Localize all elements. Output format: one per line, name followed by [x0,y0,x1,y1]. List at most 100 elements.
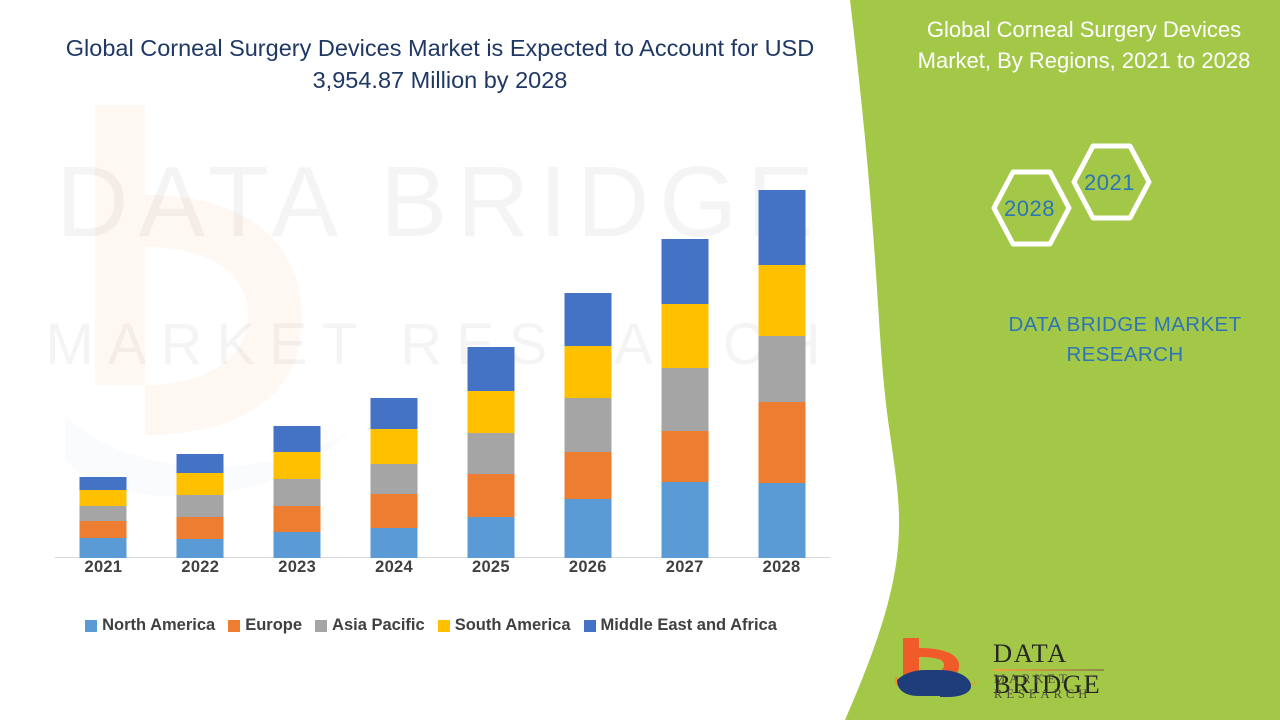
legend-swatch [437,619,450,632]
bar-segment[interactable] [564,398,612,452]
brand-line-1: DATA BRIDGE MARKET [1008,313,1242,336]
bar-group-2022: 2022 [152,150,249,576]
bar-segment[interactable] [79,477,127,490]
bar-segment[interactable] [370,429,418,464]
legend-label: North America [102,616,216,634]
bar-segment[interactable] [758,483,806,558]
x-axis-label-2024: 2024 [375,558,414,576]
x-axis-label-2026: 2026 [568,558,607,576]
chart-panel: DATA BRIDGE MARKET RESEARCH Global Corne… [0,35,862,635]
bar-segment[interactable] [370,398,418,429]
bar-segment[interactable] [661,304,709,368]
bar-group-2024: 2024 [346,150,443,576]
legend-label: South America [454,616,571,634]
stacked-bar[interactable] [79,477,127,558]
chart-title: Global Corneal Surgery Devices Market is… [65,35,815,94]
stacked-bar[interactable] [370,398,418,558]
bar-segment[interactable] [273,426,321,452]
legend-item[interactable]: South America [437,616,571,635]
legend-swatch [315,619,328,632]
bar-segment[interactable] [564,346,612,398]
bar-segment[interactable] [564,452,612,499]
bar-segment[interactable] [564,293,612,346]
x-axis-line [55,557,830,558]
bar-segment[interactable] [370,494,418,528]
bar-segment[interactable] [758,402,806,483]
bar-group-2026: 2026 [539,150,636,576]
stacked-bar[interactable] [564,293,612,558]
bar-segment[interactable] [79,490,127,506]
bar-segment[interactable] [661,239,709,304]
bar-group-2023: 2023 [249,150,346,576]
bar-segment[interactable] [176,495,224,517]
stacked-bar[interactable] [273,426,321,558]
stacked-bar[interactable] [661,239,709,558]
bar-segment[interactable] [273,452,321,479]
x-axis-label-2021: 2021 [84,558,123,576]
legend-item[interactable]: Asia Pacific [315,616,425,635]
bar-group-2025: 2025 [443,150,540,576]
bar-segment[interactable] [176,454,224,473]
x-axis-label-2025: 2025 [471,558,510,576]
x-axis-label-2027: 2027 [665,558,704,576]
bar-segment[interactable] [370,464,418,494]
stacked-bar[interactable] [758,190,806,558]
hexagon-2021-label: 2021 [1084,170,1135,195]
bar-segment[interactable] [176,473,224,495]
logo-sub-text: MARKET RESEARCH [994,672,1092,701]
bar-segment[interactable] [467,474,515,517]
hexagon-2021-shape [1071,143,1152,221]
bar-segment[interactable] [176,517,224,539]
green-panel-title: Global Corneal Surgery Devices Market, B… [917,17,1251,74]
legend-swatch [583,619,596,632]
hexagon-2028-label: 2028 [1004,196,1055,221]
logo-main-text: DATA BRIDGE [993,638,1102,699]
hexagon-2028-shape [991,169,1072,247]
plot-area: 2021 2022 2023 2024 2025 2026 2027 2028 [55,150,830,576]
logo-blue-bowl [940,670,971,697]
bar-segment[interactable] [661,368,709,431]
bar-segment[interactable] [176,539,224,558]
bar-segment[interactable] [467,517,515,558]
logo-swoosh-blue [897,670,940,696]
bar-segment[interactable] [758,265,806,336]
bar-segment[interactable] [467,347,515,391]
logo-divider [994,669,1104,671]
legend-label: Asia Pacific [332,616,425,634]
legend-swatch [228,619,241,632]
stacked-bar[interactable] [176,454,224,558]
logo-b-stem [903,638,919,676]
legend-label: Europe [245,616,303,634]
bar-segment[interactable] [79,506,127,521]
legend-item[interactable]: North America [85,616,215,635]
brand-line-2: RESEARCH [1066,342,1184,366]
bar-group-2028: 2028 [733,150,830,576]
legend-swatch [85,619,98,632]
bar-segment[interactable] [758,336,806,402]
legend-item[interactable]: Europe [228,616,302,635]
x-axis-label-2023: 2023 [278,558,317,576]
bar-segment[interactable] [273,532,321,558]
bar-segment[interactable] [661,482,709,558]
hexagon-badges: 2028 2021 [975,140,1185,280]
bar-segment[interactable] [79,521,127,538]
bar-segment[interactable] [758,190,806,265]
bar-segment[interactable] [370,528,418,558]
legend-label: Middle East and Africa [600,616,777,634]
bar-segment[interactable] [661,431,709,482]
bar-segment[interactable] [467,391,515,433]
company-logo: DATA BRIDGE MARKET RESEARCH [893,636,1108,701]
chart-legend: North America Europe Asia Pacific South Ame… [0,616,862,635]
x-axis-label-2022: 2022 [181,558,220,576]
stacked-bar[interactable] [467,347,515,558]
bar-segment[interactable] [564,499,612,558]
bar-group-2027: 2027 [636,150,733,576]
bar-segment[interactable] [467,433,515,474]
x-axis-label-2028: 2028 [762,558,801,576]
bar-segment[interactable] [79,538,127,558]
brand-name: DATA BRIDGE MARKET RESEARCH [960,310,1280,370]
bar-segment[interactable] [273,479,321,506]
legend-item[interactable]: Middle East and Africa [583,616,777,635]
bar-segment[interactable] [273,506,321,532]
bar-group-2021: 2021 [55,150,152,576]
